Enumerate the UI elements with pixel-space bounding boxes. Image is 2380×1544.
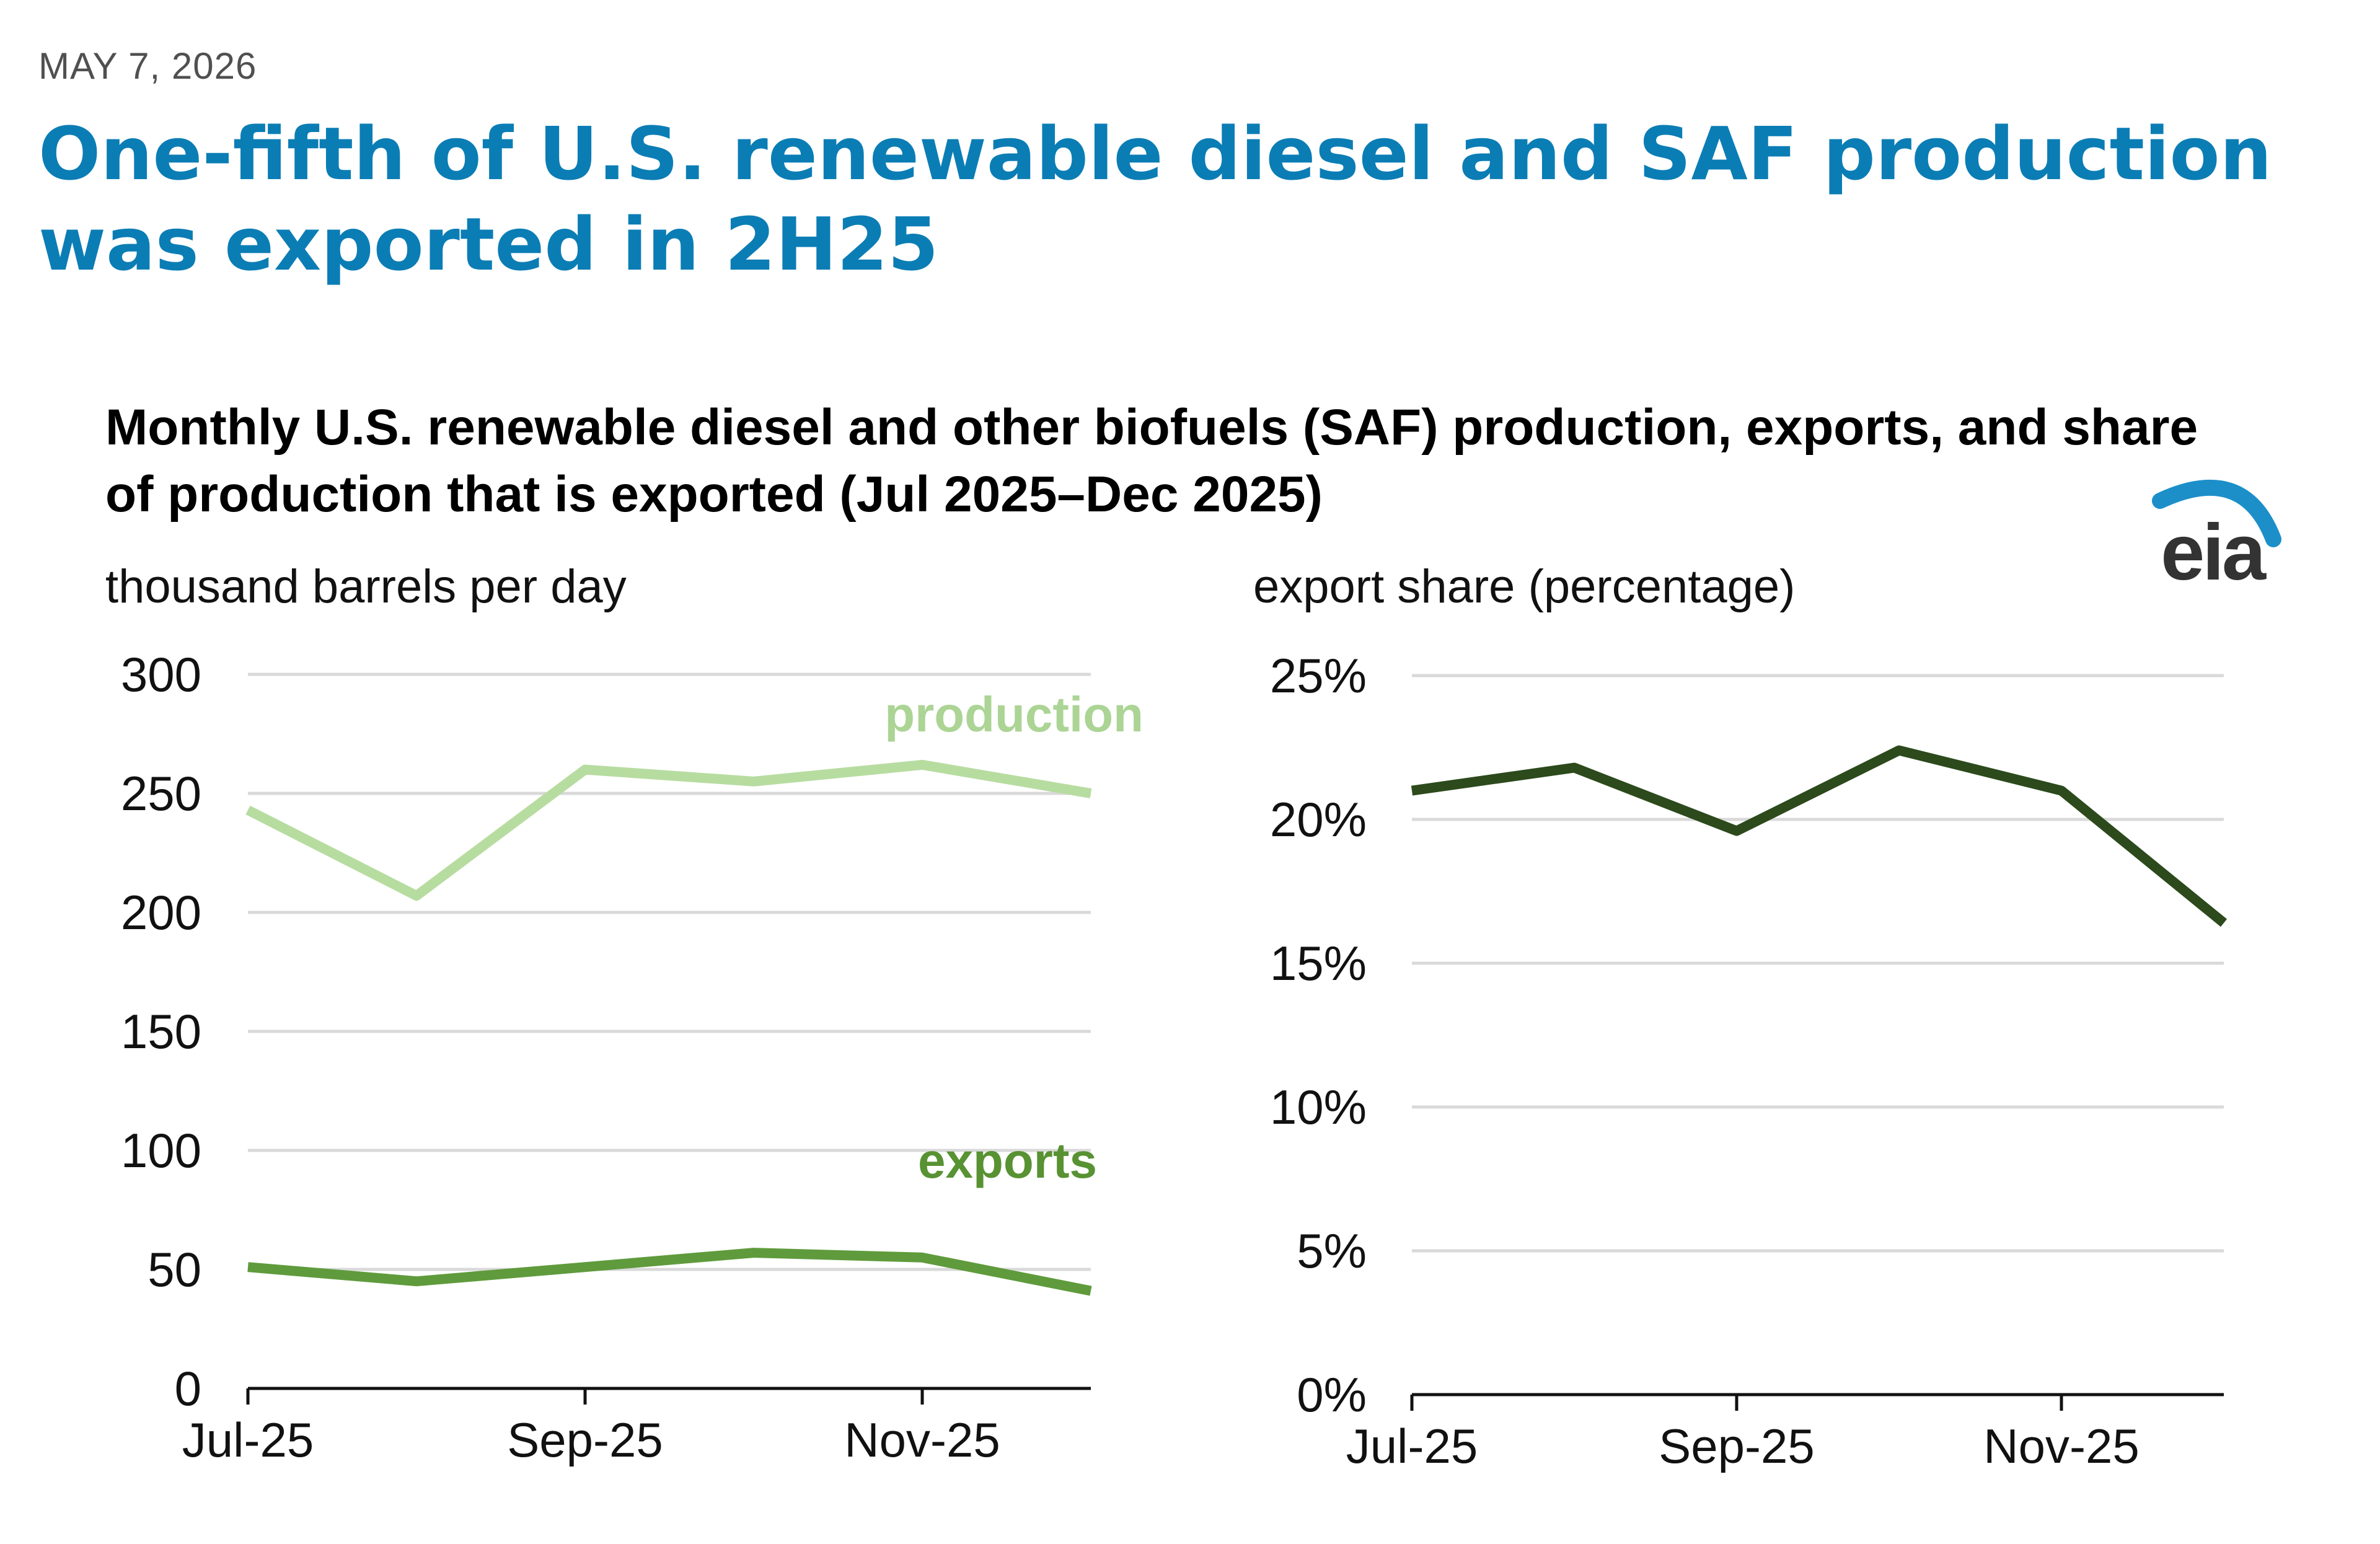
x-tick-label-left: Nov-25 <box>844 1413 1000 1467</box>
data-point-production <box>244 806 252 814</box>
x-tick-label-left: Sep-25 <box>507 1413 663 1467</box>
series-line-export-share <box>1411 745 2228 927</box>
y-axis-title-right: export share (percentage) <box>1253 560 1795 613</box>
x-tick-label-right: Nov-25 <box>1983 1419 2139 1473</box>
chart-subtitle: Monthly U.S. renewable diesel and other … <box>105 399 2198 523</box>
data-point-production <box>1087 790 1095 797</box>
y-tick-label-left: 200 <box>121 885 201 940</box>
y-tick-label-left: 300 <box>121 647 201 702</box>
y-tick-label-right: 15% <box>1270 936 1367 990</box>
y-tick-label-right: 5% <box>1297 1224 1367 1278</box>
x-tick-label-right: Sep-25 <box>1659 1419 1815 1473</box>
publication-date: MAY 7, 2026 <box>38 45 257 87</box>
series-line-exports <box>247 1248 1092 1296</box>
series-line-production <box>245 759 1092 901</box>
data-point-production <box>750 778 757 785</box>
series-label-exports: exports <box>918 1133 1097 1188</box>
y-tick-label-left: 0 <box>175 1361 201 1416</box>
y-tick-label-right: 25% <box>1270 648 1367 703</box>
data-point-production <box>413 892 420 899</box>
x-tick-label-left: Jul-25 <box>182 1413 314 1467</box>
data-point-export-share <box>1733 827 1740 835</box>
data-point-export-share <box>1895 747 1903 754</box>
data-point-production <box>581 766 589 774</box>
y-tick-label-left: 50 <box>148 1242 201 1297</box>
data-point-exports <box>581 1263 589 1271</box>
y-tick-label-left: 250 <box>121 766 201 821</box>
eia-logo: eia <box>2161 508 2267 597</box>
y-tick-label-left: 150 <box>121 1004 201 1059</box>
eia-logo-arc-icon <box>2152 479 2281 547</box>
y-tick-label-left: 100 <box>121 1123 201 1178</box>
headline: One-fifth of U.S. renewable diesel and S… <box>38 111 2272 287</box>
y-tick-label-right: 20% <box>1270 792 1367 847</box>
y-tick-label-right: 0% <box>1297 1367 1367 1422</box>
data-point-export-share <box>1571 764 1578 771</box>
data-point-production <box>919 761 926 769</box>
y-axis-title-left: thousand barrels per day <box>105 560 627 613</box>
y-tick-label-right: 10% <box>1270 1080 1367 1134</box>
data-point-exports <box>750 1249 757 1256</box>
data-point-export-share <box>1408 787 1416 795</box>
series-label-production: production <box>884 687 1144 742</box>
x-tick-label-right: Jul-25 <box>1346 1419 1478 1473</box>
data-point-exports <box>1087 1287 1095 1295</box>
data-point-exports <box>244 1263 252 1271</box>
data-point-export-share <box>2220 919 2228 927</box>
data-point-exports <box>413 1277 420 1285</box>
data-point-exports <box>919 1254 926 1261</box>
data-point-export-share <box>2058 787 2065 795</box>
